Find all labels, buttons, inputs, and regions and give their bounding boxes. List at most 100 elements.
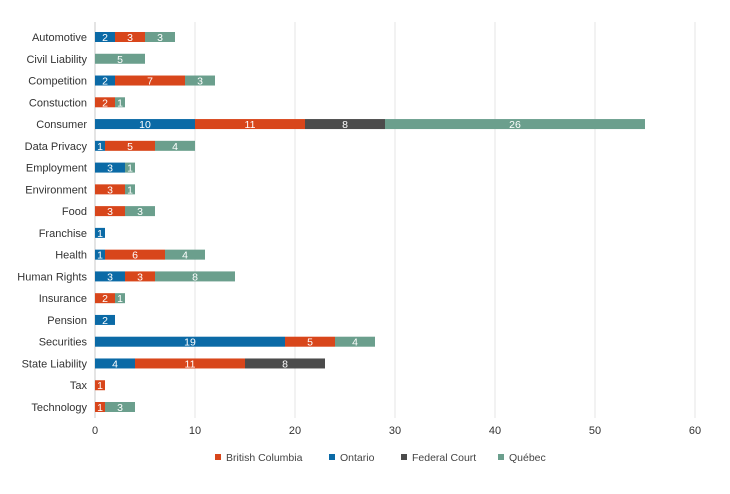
data-label: 3 — [107, 163, 113, 175]
data-label: 1 — [127, 184, 133, 196]
x-tick-labels: 0 10 20 30 40 50 60 — [92, 425, 701, 437]
bar-segment — [285, 336, 335, 347]
data-label: 3 — [127, 32, 133, 44]
category-label: Securities — [39, 337, 88, 349]
data-label: 8 — [192, 271, 198, 283]
data-label: 1 — [97, 250, 103, 262]
category-label: Competition — [28, 76, 87, 88]
bar-segment — [105, 140, 155, 151]
legend-swatch — [498, 454, 504, 460]
bar-segment — [95, 271, 125, 282]
bar-segment — [125, 184, 135, 195]
data-label: 2 — [102, 97, 108, 109]
bar-segment — [185, 75, 215, 86]
x-tick-label: 30 — [389, 425, 401, 437]
bar-segment — [95, 314, 115, 325]
bar-segment — [125, 162, 135, 173]
bar-segment — [95, 206, 125, 217]
category-label: Civil Liability — [26, 54, 87, 66]
bar-segment — [95, 32, 115, 42]
data-label: 26 — [509, 119, 521, 131]
bar-segment — [245, 358, 325, 369]
data-label: 19 — [184, 337, 196, 349]
bar-segment — [95, 75, 115, 86]
bar-segment — [95, 358, 135, 369]
bar-segment — [335, 336, 375, 347]
data-label: 5 — [117, 54, 123, 66]
data-label: 2 — [102, 293, 108, 305]
data-label: 7 — [147, 76, 153, 88]
bar-segment — [95, 293, 115, 304]
legend-swatch — [401, 454, 407, 460]
bar-segment — [95, 227, 105, 238]
category-label: Automotive — [32, 32, 87, 44]
bar-segment — [95, 140, 105, 151]
category-label: Pension — [47, 315, 87, 327]
category-label: Technology — [31, 402, 87, 414]
data-label: 3 — [117, 402, 123, 414]
data-label: 2 — [102, 315, 108, 327]
data-label: 5 — [307, 337, 313, 349]
category-label: Tax — [70, 380, 88, 392]
category-label: Franchise — [39, 228, 87, 240]
bar-segment — [115, 293, 125, 304]
data-label: 8 — [282, 358, 288, 370]
bar-segment — [145, 32, 175, 42]
legend-label: Ontario — [340, 452, 375, 464]
legend-swatch — [215, 454, 221, 460]
x-tick-label: 60 — [689, 425, 701, 437]
bar-segment — [95, 184, 125, 195]
data-label: 1 — [97, 228, 103, 240]
category-label: Insurance — [39, 293, 87, 305]
data-label: 3 — [107, 206, 113, 218]
bar-segment — [385, 119, 645, 130]
data-label: 1 — [117, 293, 123, 305]
bar-segment — [95, 53, 145, 64]
bar-segment — [165, 249, 205, 260]
x-tick-label: 50 — [589, 425, 601, 437]
category-label: Human Rights — [17, 271, 87, 283]
category-label: Consumer — [36, 119, 87, 131]
bar-segment — [305, 119, 385, 130]
bar-segment — [95, 380, 105, 391]
bar-segment — [95, 336, 285, 347]
category-label: Constuction — [29, 97, 87, 109]
bar-segment — [115, 32, 145, 42]
bar-segment — [155, 140, 195, 151]
data-label: 3 — [197, 76, 203, 88]
x-tick-label: 10 — [189, 425, 201, 437]
bar-segment — [105, 249, 165, 260]
category-labels: Automotive Civil Liability Competition Cons… — [17, 32, 87, 414]
data-label: 10 — [139, 119, 151, 131]
bar-segment — [155, 271, 235, 282]
data-label: 4 — [352, 337, 358, 349]
legend-swatch — [329, 454, 335, 460]
category-label: Employment — [26, 163, 87, 175]
bar-segment — [105, 402, 135, 412]
bar-segment — [195, 119, 305, 130]
category-label: Health — [55, 250, 87, 262]
bar-segment — [95, 402, 105, 412]
data-label: 4 — [172, 141, 178, 153]
data-label: 5 — [127, 141, 133, 153]
data-label: 2 — [102, 76, 108, 88]
data-label: 11 — [185, 358, 196, 370]
x-tick-label: 0 — [92, 425, 98, 437]
data-label: 3 — [157, 32, 163, 44]
bar-segment — [125, 206, 155, 217]
bar-segment — [115, 97, 125, 108]
data-label: 4 — [112, 358, 118, 370]
x-tick-label: 20 — [289, 425, 301, 437]
category-label: State Liability — [22, 358, 88, 370]
legend: British Columbia Ontario Federal Court Québ… — [215, 452, 546, 464]
data-label: 3 — [107, 184, 113, 196]
data-label: 1 — [97, 402, 103, 414]
bar-segment — [125, 271, 155, 282]
data-label: 1 — [97, 141, 103, 153]
legend-label: Québec — [509, 452, 546, 464]
data-label: 1 — [117, 97, 123, 109]
bar-segment — [95, 162, 125, 173]
data-label: 1 — [127, 163, 133, 175]
